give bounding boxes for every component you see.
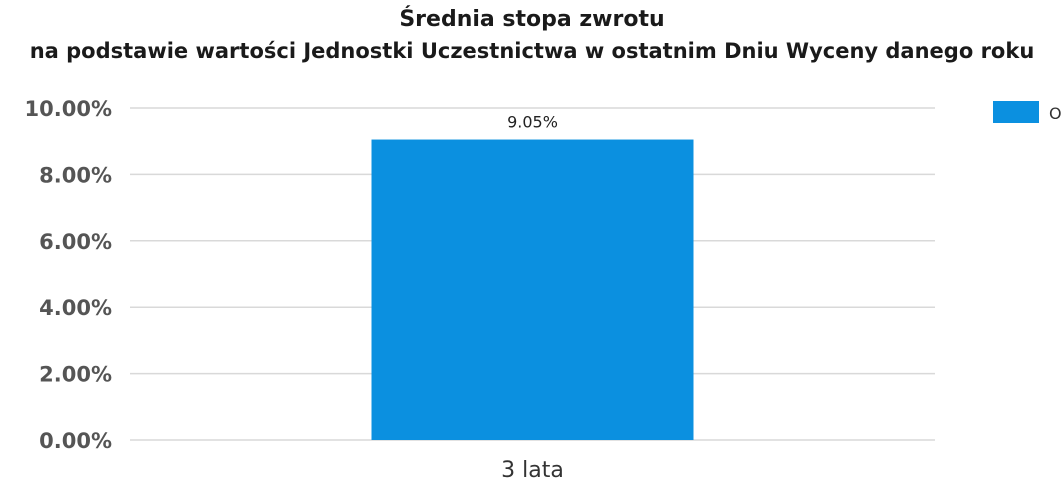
x-tick-label: 3 lata bbox=[501, 458, 564, 483]
bar bbox=[371, 139, 694, 441]
y-tick-label: 2.00% bbox=[39, 363, 112, 387]
y-tick-label: 8.00% bbox=[39, 163, 112, 187]
chart-subtitle: na podstawie wartości Jednostki Uczestni… bbox=[30, 39, 1035, 63]
bar-data-label: 9.05% bbox=[507, 113, 558, 132]
chart-title: Średnia stopa zwrotu bbox=[399, 6, 664, 32]
y-tick-label: 0.00% bbox=[39, 429, 112, 453]
legend-swatch bbox=[993, 101, 1039, 123]
legend: O bbox=[993, 101, 1062, 123]
y-tick-label: 4.00% bbox=[39, 296, 112, 320]
y-axis-ticks: 0.00% 2.00% 4.00% 6.00% 8.00% 10.00% bbox=[25, 97, 112, 453]
bars bbox=[371, 139, 694, 441]
data-labels: 9.05% bbox=[507, 113, 558, 132]
y-tick-label: 6.00% bbox=[39, 230, 112, 254]
x-axis-ticks: 3 lata bbox=[501, 458, 564, 483]
legend-label: O bbox=[1049, 104, 1062, 123]
y-tick-label: 10.00% bbox=[25, 97, 112, 121]
